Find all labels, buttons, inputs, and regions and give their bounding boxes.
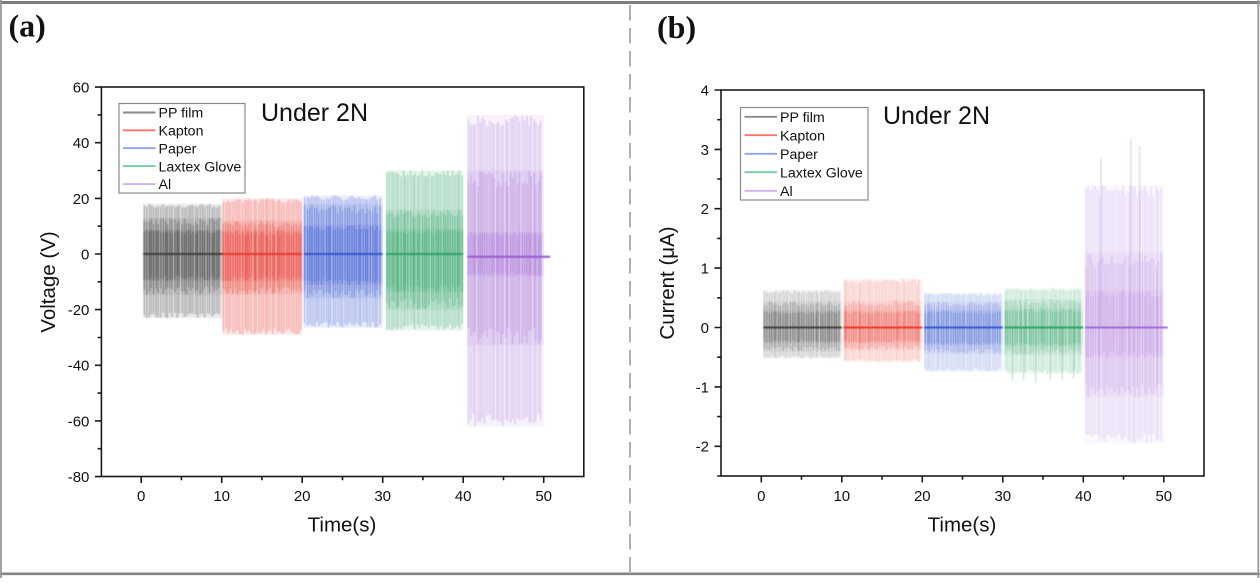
svg-text:50: 50 bbox=[1155, 488, 1172, 505]
svg-text:-80: -80 bbox=[68, 469, 90, 486]
svg-text:Current (μA): Current (μA) bbox=[656, 226, 679, 339]
svg-text:-1: -1 bbox=[696, 379, 709, 396]
svg-text:40: 40 bbox=[1075, 488, 1092, 505]
svg-text:10: 10 bbox=[833, 488, 850, 505]
svg-text:50: 50 bbox=[535, 488, 552, 505]
svg-text:Paper: Paper bbox=[159, 141, 197, 157]
svg-text:Voltage (V): Voltage (V) bbox=[37, 231, 60, 332]
svg-text:0: 0 bbox=[137, 488, 145, 505]
svg-text:Under 2N: Under 2N bbox=[261, 99, 368, 127]
svg-text:Al: Al bbox=[159, 177, 172, 193]
svg-text:PP film: PP film bbox=[780, 110, 825, 126]
svg-text:40: 40 bbox=[73, 135, 90, 152]
svg-text:20: 20 bbox=[914, 488, 931, 505]
svg-text:0: 0 bbox=[757, 488, 765, 505]
svg-text:30: 30 bbox=[994, 488, 1011, 505]
svg-text:Kapton: Kapton bbox=[159, 124, 204, 140]
svg-text:-2: -2 bbox=[696, 439, 709, 456]
svg-text:2: 2 bbox=[701, 201, 709, 218]
svg-text:20: 20 bbox=[73, 191, 90, 208]
svg-text:-60: -60 bbox=[68, 413, 90, 430]
svg-text:Laxtex Glove: Laxtex Glove bbox=[780, 165, 863, 181]
svg-text:(a): (a) bbox=[9, 8, 46, 44]
svg-text:-40: -40 bbox=[68, 358, 90, 375]
svg-text:3: 3 bbox=[701, 142, 709, 159]
svg-text:(b): (b) bbox=[657, 9, 696, 45]
svg-text:0: 0 bbox=[701, 320, 709, 337]
svg-text:Time(s): Time(s) bbox=[928, 514, 997, 537]
svg-text:Paper: Paper bbox=[780, 147, 818, 163]
svg-text:20: 20 bbox=[294, 488, 311, 505]
svg-text:0: 0 bbox=[81, 246, 89, 263]
svg-text:Al: Al bbox=[780, 184, 793, 200]
svg-text:1: 1 bbox=[701, 261, 709, 278]
svg-text:4: 4 bbox=[701, 82, 709, 99]
svg-text:Under 2N: Under 2N bbox=[883, 102, 990, 130]
svg-text:Laxtex Glove: Laxtex Glove bbox=[159, 159, 242, 175]
svg-text:10: 10 bbox=[213, 488, 230, 505]
svg-text:40: 40 bbox=[455, 488, 472, 505]
svg-text:Time(s): Time(s) bbox=[308, 514, 377, 537]
svg-text:60: 60 bbox=[73, 80, 90, 97]
svg-text:Kapton: Kapton bbox=[780, 128, 825, 144]
svg-text:30: 30 bbox=[374, 488, 391, 505]
svg-text:-20: -20 bbox=[68, 302, 90, 319]
svg-text:PP film: PP film bbox=[159, 106, 204, 122]
